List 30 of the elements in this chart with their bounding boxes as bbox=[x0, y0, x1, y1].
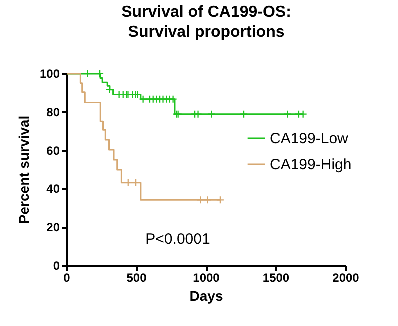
y-tick-label: 60 bbox=[46, 144, 60, 158]
point bbox=[106, 86, 114, 94]
point bbox=[204, 196, 212, 204]
legend-label: CA199-Low bbox=[270, 130, 349, 148]
x-tick-label: 2000 bbox=[332, 271, 360, 285]
point bbox=[208, 110, 216, 118]
y-tick-label: 40 bbox=[46, 182, 60, 196]
y-tick-label: 0 bbox=[53, 259, 60, 273]
legend-label: CA199-High bbox=[270, 156, 352, 174]
chart-title: Survival of CA199-OS:Survival proportions bbox=[122, 4, 292, 41]
point bbox=[140, 96, 147, 103]
x-tick-label: 1500 bbox=[262, 271, 290, 285]
point bbox=[170, 96, 177, 103]
x-tick-label: 0 bbox=[64, 271, 71, 285]
x-tick-label: 1000 bbox=[193, 271, 220, 285]
x-axis-title: Days bbox=[190, 288, 224, 304]
point bbox=[194, 110, 202, 118]
point bbox=[132, 179, 140, 186]
y-tick-label: 20 bbox=[46, 220, 60, 235]
point bbox=[197, 196, 204, 204]
y-axis-title: Percent survival bbox=[16, 116, 32, 224]
point bbox=[216, 196, 224, 204]
point bbox=[124, 179, 132, 186]
y-tick-label: 100 bbox=[40, 67, 60, 81]
point bbox=[240, 110, 248, 118]
point bbox=[300, 110, 307, 118]
point bbox=[284, 110, 292, 118]
y-tick-label: 80 bbox=[46, 105, 60, 120]
x-tick-label: 500 bbox=[126, 271, 148, 285]
annotation: P<0.0001 bbox=[146, 231, 210, 248]
